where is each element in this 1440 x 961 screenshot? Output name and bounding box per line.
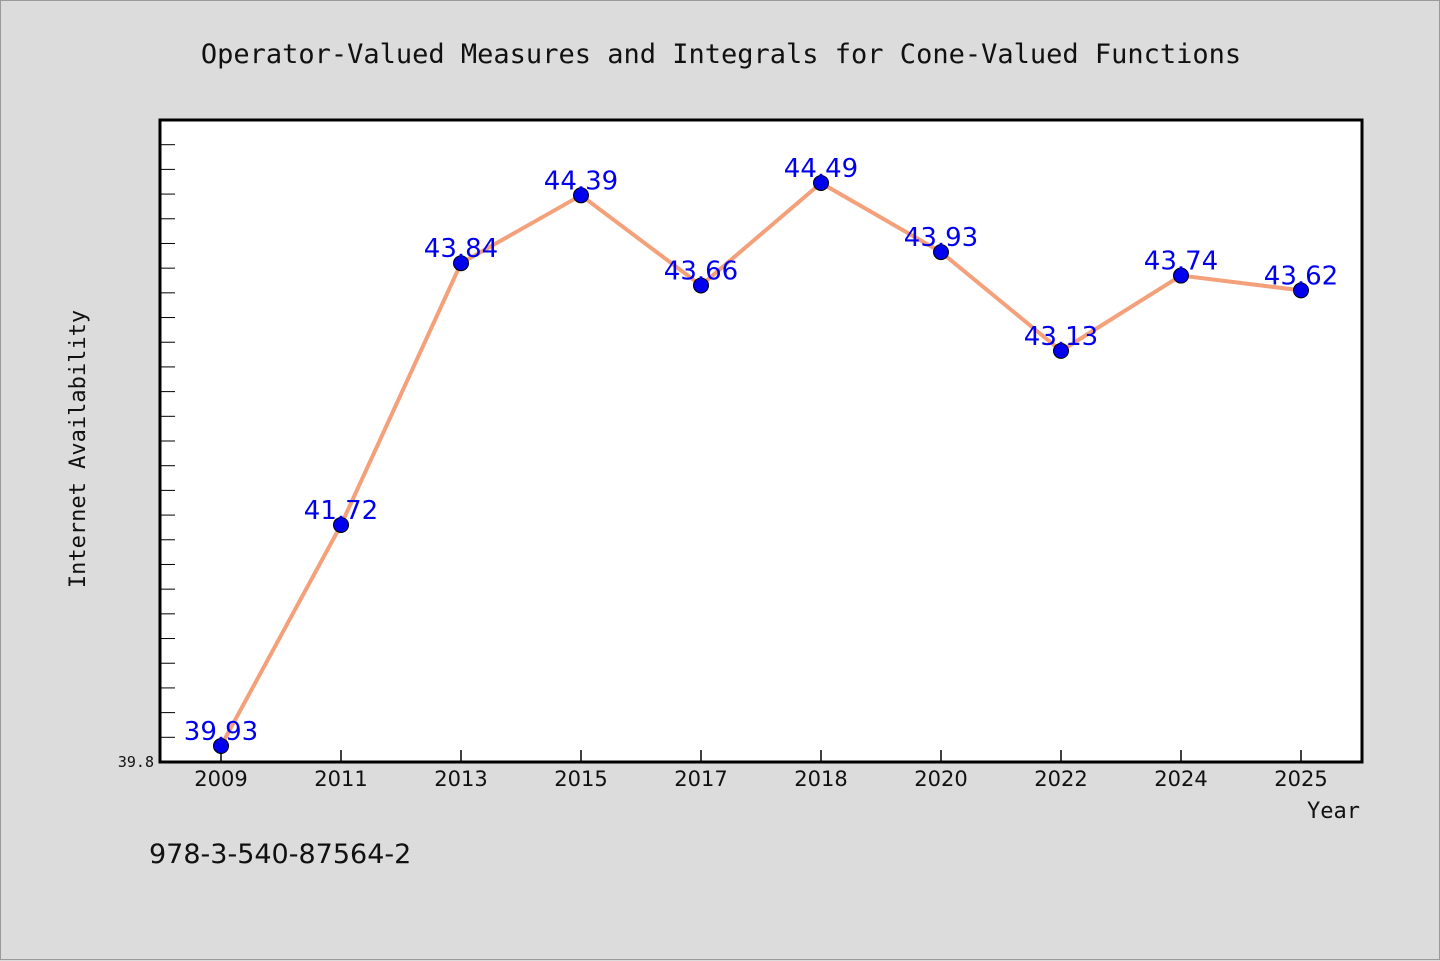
data-point-2024 xyxy=(1173,267,1189,284)
data-labels: 39.93 41.72 43.84 44.39 43.66 44.49 43.93 43.13… xyxy=(184,154,1338,747)
data-point-2022 xyxy=(1053,342,1069,359)
data-label-2025: 43.62 xyxy=(1264,261,1338,291)
data-label-2018: 44.49 xyxy=(784,154,858,184)
x-tick-label-2017: 2017 xyxy=(674,767,727,791)
x-axis-label: Year xyxy=(1307,799,1360,824)
data-point-2011 xyxy=(333,516,349,533)
data-label-2017: 43.66 xyxy=(664,256,738,286)
data-point-2009 xyxy=(213,737,229,754)
y-axis-ticks xyxy=(160,144,175,738)
data-point-2018 xyxy=(813,174,829,191)
data-point-2020 xyxy=(933,244,949,261)
x-axis-ticks: 2009 2011 2013 2015 2017 2018 2020 2022 2024 2025 xyxy=(194,750,1328,791)
data-point-2025 xyxy=(1293,282,1309,299)
x-tick-label-2013: 2013 xyxy=(434,767,487,791)
y-axis-label: Internet Availability xyxy=(66,310,91,588)
data-label-2015: 44.39 xyxy=(544,166,618,196)
series-line xyxy=(219,180,1302,747)
x-tick-label-2024: 2024 xyxy=(1154,767,1207,791)
chart-title: Operator-Valued Measures and Integrals f… xyxy=(201,39,1241,70)
x-tick-label-2015: 2015 xyxy=(554,767,607,791)
data-label-2024: 43.74 xyxy=(1144,247,1218,277)
x-tick-label-2025: 2025 xyxy=(1274,767,1327,791)
data-label-2013: 43.84 xyxy=(424,234,498,264)
data-label-2022: 43.13 xyxy=(1024,322,1098,352)
data-label-2009: 39.93 xyxy=(184,717,258,747)
data-point-2017 xyxy=(693,277,709,294)
series-line-group xyxy=(219,180,1302,747)
data-label-2020: 43.93 xyxy=(904,223,978,253)
x-tick-label-2020: 2020 xyxy=(914,767,967,791)
data-point-2013 xyxy=(453,255,469,272)
x-tick-label-2022: 2022 xyxy=(1034,767,1087,791)
x-tick-label-2009: 2009 xyxy=(194,767,247,791)
plot-area xyxy=(158,118,1364,764)
data-markers xyxy=(213,174,1309,754)
x-tick-label-2018: 2018 xyxy=(794,767,847,791)
data-label-2011: 41.72 xyxy=(304,496,378,526)
isbn-footer: 978-3-540-87564-2 xyxy=(149,839,411,870)
y-min-tick-label: 39.8 xyxy=(118,753,154,771)
x-tick-label-2011: 2011 xyxy=(314,767,367,791)
data-point-2015 xyxy=(573,187,589,204)
